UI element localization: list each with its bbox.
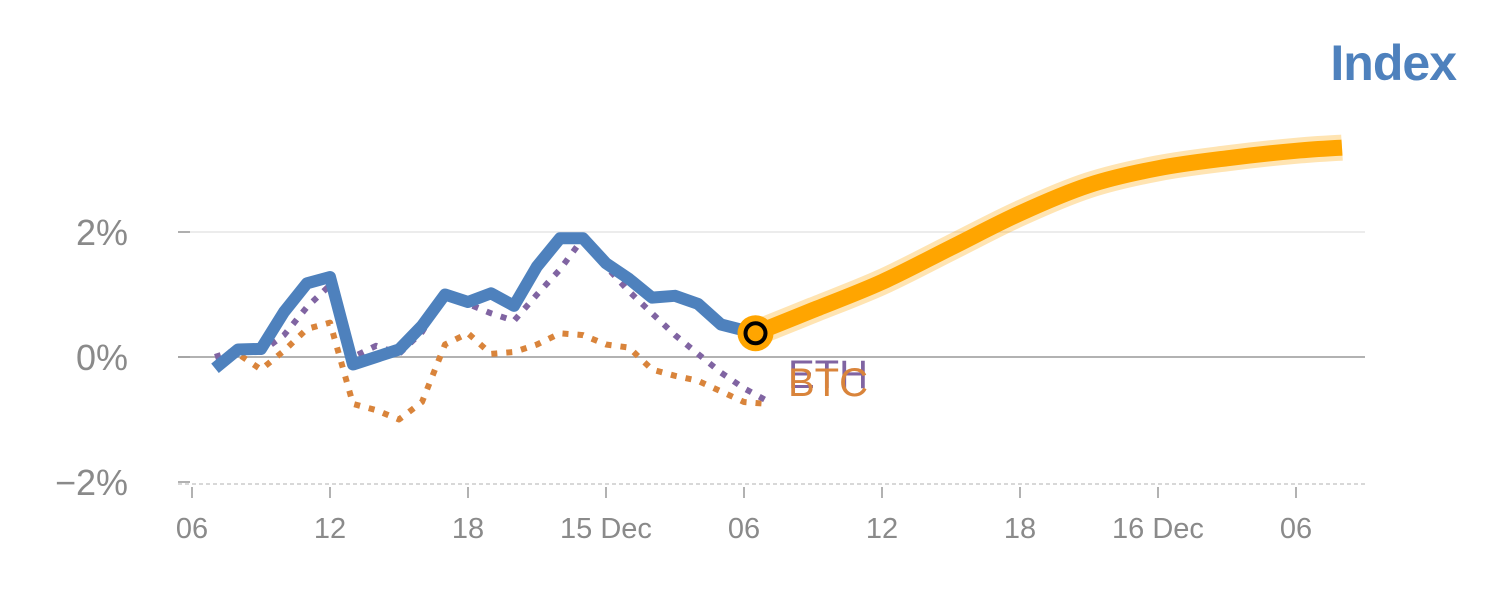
current-point-marker	[743, 321, 768, 346]
x-tick-label: 06	[1280, 513, 1312, 545]
btc-series-line	[213, 319, 768, 423]
x-tick-label: 06	[176, 513, 208, 545]
btc-end-label: BTC	[788, 361, 868, 405]
series-layer	[211, 134, 1343, 423]
x-tick-label: 15 Dec	[560, 513, 652, 545]
eth-series-line	[214, 235, 769, 404]
index-series-line	[211, 232, 757, 373]
forecast-band-line	[752, 139, 1343, 341]
x-tick-label: 12	[866, 513, 898, 545]
x-tick-label: 16 Dec	[1112, 513, 1204, 545]
eth-end-label: ETH	[788, 353, 868, 397]
x-tick-label: 18	[1004, 513, 1036, 545]
y-tick-label: −2%	[55, 462, 128, 503]
x-tick-label: 06	[728, 513, 760, 545]
axis-layer: 2% 0% −2% 06 12 18 15 Dec 06 12 18 16 Dec 06	[55, 212, 1312, 545]
x-tick-label: 18	[452, 513, 484, 545]
chart-title-index: Index	[1330, 35, 1457, 91]
y-tick-label: 2%	[76, 212, 128, 253]
x-tick-label: 12	[314, 513, 346, 545]
y-tick-label: 0%	[76, 337, 128, 378]
